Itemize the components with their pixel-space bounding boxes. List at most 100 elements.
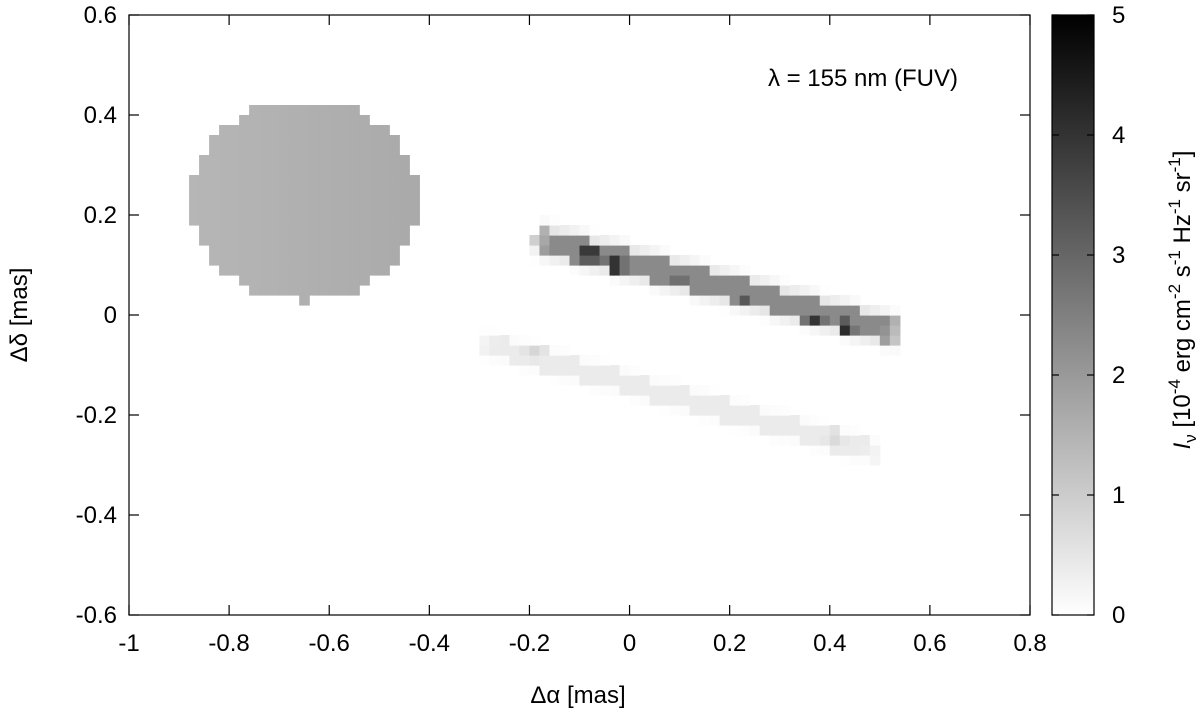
heatmap-cell bbox=[549, 345, 561, 356]
heatmap-cell bbox=[269, 205, 280, 216]
heatmap-cell bbox=[269, 255, 280, 266]
x-tick-label: -0.4 bbox=[409, 630, 450, 657]
heatmap-cell bbox=[279, 255, 290, 266]
heatmap-cell bbox=[279, 135, 290, 146]
heatmap-cell bbox=[579, 235, 591, 246]
x-tick-label: 0.6 bbox=[913, 630, 946, 657]
heatmap-cell bbox=[319, 225, 330, 236]
heatmap-cell bbox=[659, 265, 671, 276]
heatmap-cell bbox=[349, 275, 360, 286]
heatmap-cell bbox=[239, 115, 250, 126]
heatmap-cell bbox=[729, 275, 741, 286]
heatmap-cell bbox=[879, 325, 891, 336]
heatmap-cell bbox=[299, 275, 310, 286]
heatmap-cell bbox=[199, 155, 210, 166]
heatmap-cell bbox=[389, 185, 400, 196]
heatmap-cell bbox=[209, 175, 220, 186]
heatmap-cell bbox=[289, 155, 300, 166]
heatmap-cell bbox=[289, 135, 300, 146]
heatmap-cell bbox=[559, 255, 571, 266]
heatmap-cell bbox=[269, 145, 280, 156]
heatmap-cell bbox=[239, 225, 250, 236]
colorbar-title-text-1: [10 bbox=[1169, 394, 1196, 434]
heatmap-cell bbox=[809, 315, 821, 326]
heatmap-cell bbox=[299, 265, 310, 276]
heatmap-cell bbox=[729, 295, 741, 306]
heatmap-cell bbox=[249, 285, 260, 296]
heatmap-cell bbox=[479, 345, 490, 356]
heatmap-cell bbox=[279, 105, 290, 116]
heatmap-cell bbox=[389, 225, 400, 236]
heatmap-cell bbox=[299, 145, 310, 156]
heatmap-cell bbox=[249, 185, 260, 196]
heatmap-cell bbox=[209, 235, 220, 246]
heatmap-cell bbox=[699, 385, 711, 396]
heatmap-cell bbox=[349, 165, 360, 176]
heatmap-cell bbox=[209, 195, 220, 206]
heatmap-cell bbox=[709, 275, 721, 286]
heatmap-cell bbox=[669, 275, 681, 286]
heatmap-cell bbox=[319, 215, 330, 226]
heatmap-cell bbox=[799, 315, 811, 326]
heatmap-cell bbox=[619, 375, 631, 386]
heatmap-cell bbox=[269, 135, 280, 146]
heatmap-cell bbox=[329, 195, 340, 206]
heatmap-cell bbox=[829, 315, 841, 326]
heatmap-cell bbox=[329, 155, 340, 166]
heatmap-cell bbox=[729, 405, 741, 416]
heatmap-cell bbox=[889, 345, 901, 356]
y-tick-label: 0.4 bbox=[84, 102, 117, 129]
y-axis-title: Δδ [mas] bbox=[6, 268, 33, 363]
heatmap-cell bbox=[299, 185, 310, 196]
colorbar-tick-label: 1 bbox=[1112, 482, 1125, 509]
heatmap-cell bbox=[589, 385, 601, 396]
heatmap-cell bbox=[339, 215, 350, 226]
heatmap-cell bbox=[549, 355, 561, 366]
heatmap-cell bbox=[839, 325, 851, 336]
heatmap-cell bbox=[809, 435, 821, 446]
heatmap-cell bbox=[789, 285, 801, 296]
heatmap-cell bbox=[299, 295, 310, 306]
heatmap-cell bbox=[739, 405, 751, 416]
heatmap-cell bbox=[649, 385, 661, 396]
heatmap-cell bbox=[579, 265, 591, 276]
heatmap-cell bbox=[249, 245, 260, 256]
x-tick-label: -0.6 bbox=[309, 630, 350, 657]
heatmap-cell bbox=[659, 255, 671, 266]
heatmap-cell bbox=[209, 225, 220, 236]
heatmap-cell bbox=[659, 375, 671, 386]
heatmap-cell bbox=[679, 275, 691, 286]
heatmap-cell bbox=[309, 145, 320, 156]
heatmap-cell bbox=[259, 135, 270, 146]
heatmap-cell bbox=[239, 175, 250, 186]
heatmap-cell bbox=[389, 135, 400, 146]
heatmap-cell bbox=[559, 235, 571, 246]
heatmap-cell bbox=[189, 175, 200, 186]
heatmap-cell bbox=[689, 295, 701, 306]
heatmap-cell bbox=[669, 405, 681, 416]
heatmap-cell bbox=[319, 195, 330, 206]
colorbar bbox=[1051, 14, 1095, 616]
heatmap-cell bbox=[669, 375, 681, 386]
heatmap-cell bbox=[819, 315, 831, 326]
heatmap-cell bbox=[819, 285, 831, 296]
heatmap-cell bbox=[689, 285, 701, 296]
heatmap-cell bbox=[329, 165, 340, 176]
heatmap-cell bbox=[329, 235, 340, 246]
heatmap-cell bbox=[359, 205, 370, 216]
heatmap-cell bbox=[609, 385, 621, 396]
heatmap-cell bbox=[309, 115, 320, 126]
heatmap-cell bbox=[879, 335, 891, 346]
heatmap-cell bbox=[229, 215, 240, 226]
heatmap-cell bbox=[659, 385, 671, 396]
heatmap-cell bbox=[709, 265, 721, 276]
heatmap-cell bbox=[359, 265, 370, 276]
heatmap-cell bbox=[309, 285, 320, 296]
heatmap-cell bbox=[859, 325, 871, 336]
heatmap-cell bbox=[279, 175, 290, 186]
heatmap-cell bbox=[399, 225, 410, 236]
heatmap-cell bbox=[279, 165, 290, 176]
heatmap-cell bbox=[299, 235, 310, 246]
heatmap-cell bbox=[559, 225, 571, 236]
heatmap-cell bbox=[659, 285, 671, 296]
